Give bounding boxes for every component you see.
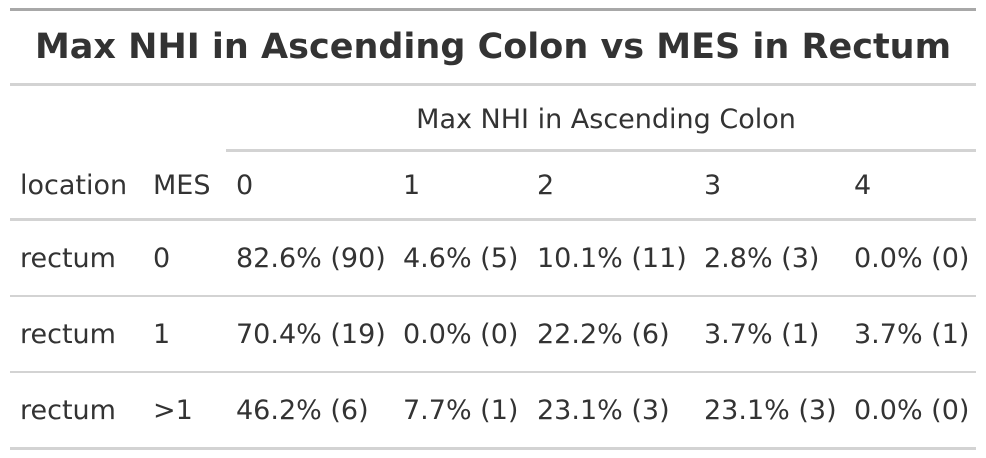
column-spanner: Max NHI in Ascending Colon <box>226 86 977 152</box>
table-cell: 0.0% (0) <box>393 296 527 373</box>
table-cell: 82.6% (90) <box>226 219 393 297</box>
table-cell: rectum <box>10 296 143 373</box>
table-cell: 23.1% (3) <box>694 372 844 450</box>
table-top-rule <box>10 8 976 11</box>
table-cell: 0 <box>143 219 226 297</box>
table-cell: 10.1% (11) <box>527 219 694 297</box>
table-row: rectum >1 46.2% (6) 7.7% (1) 23.1% (3) 2… <box>10 372 977 450</box>
column-header-row: location MES 0 1 2 3 4 <box>10 152 977 221</box>
spanner-blank <box>143 86 226 152</box>
table-cell: 22.2% (6) <box>527 296 694 373</box>
table-cell: 3.7% (1) <box>694 296 844 373</box>
table-cell: 23.1% (3) <box>527 372 694 450</box>
table-cell: 7.7% (1) <box>393 372 527 450</box>
column-header-nhi-2: 2 <box>527 152 694 221</box>
table-row: rectum 1 70.4% (19) 0.0% (0) 22.2% (6) 3… <box>10 296 977 373</box>
summary-table: Max NHI in Ascending Colon vs MES in Rec… <box>10 8 977 450</box>
table-cell: rectum <box>10 372 143 450</box>
table-cell: rectum <box>10 219 143 297</box>
column-header-location: location <box>10 152 143 221</box>
table-cell: 4.6% (5) <box>393 219 527 297</box>
table-cell: 0.0% (0) <box>844 372 977 450</box>
table-title: Max NHI in Ascending Colon vs MES in Rec… <box>10 11 976 86</box>
column-header-nhi-0: 0 <box>226 152 393 221</box>
table-cell: 0.0% (0) <box>844 219 977 297</box>
column-header-nhi-4: 4 <box>844 152 977 221</box>
table-cell: 1 <box>143 296 226 373</box>
table-cell: >1 <box>143 372 226 450</box>
table-cell: 46.2% (6) <box>226 372 393 450</box>
column-header-nhi-1: 1 <box>393 152 527 221</box>
crosstab-table: Max NHI in Ascending Colon location MES … <box>10 86 977 450</box>
spanner-row: Max NHI in Ascending Colon <box>10 86 977 152</box>
table-cell: 2.8% (3) <box>694 219 844 297</box>
column-spanner-rule <box>226 149 977 152</box>
column-header-nhi-3: 3 <box>694 152 844 221</box>
column-spanner-label: Max NHI in Ascending Colon <box>416 103 796 135</box>
spanner-blank <box>10 86 143 152</box>
table-cell: 3.7% (1) <box>844 296 977 373</box>
table-cell: 70.4% (19) <box>226 296 393 373</box>
column-header-mes: MES <box>143 152 226 221</box>
table-row: rectum 0 82.6% (90) 4.6% (5) 10.1% (11) … <box>10 219 977 297</box>
